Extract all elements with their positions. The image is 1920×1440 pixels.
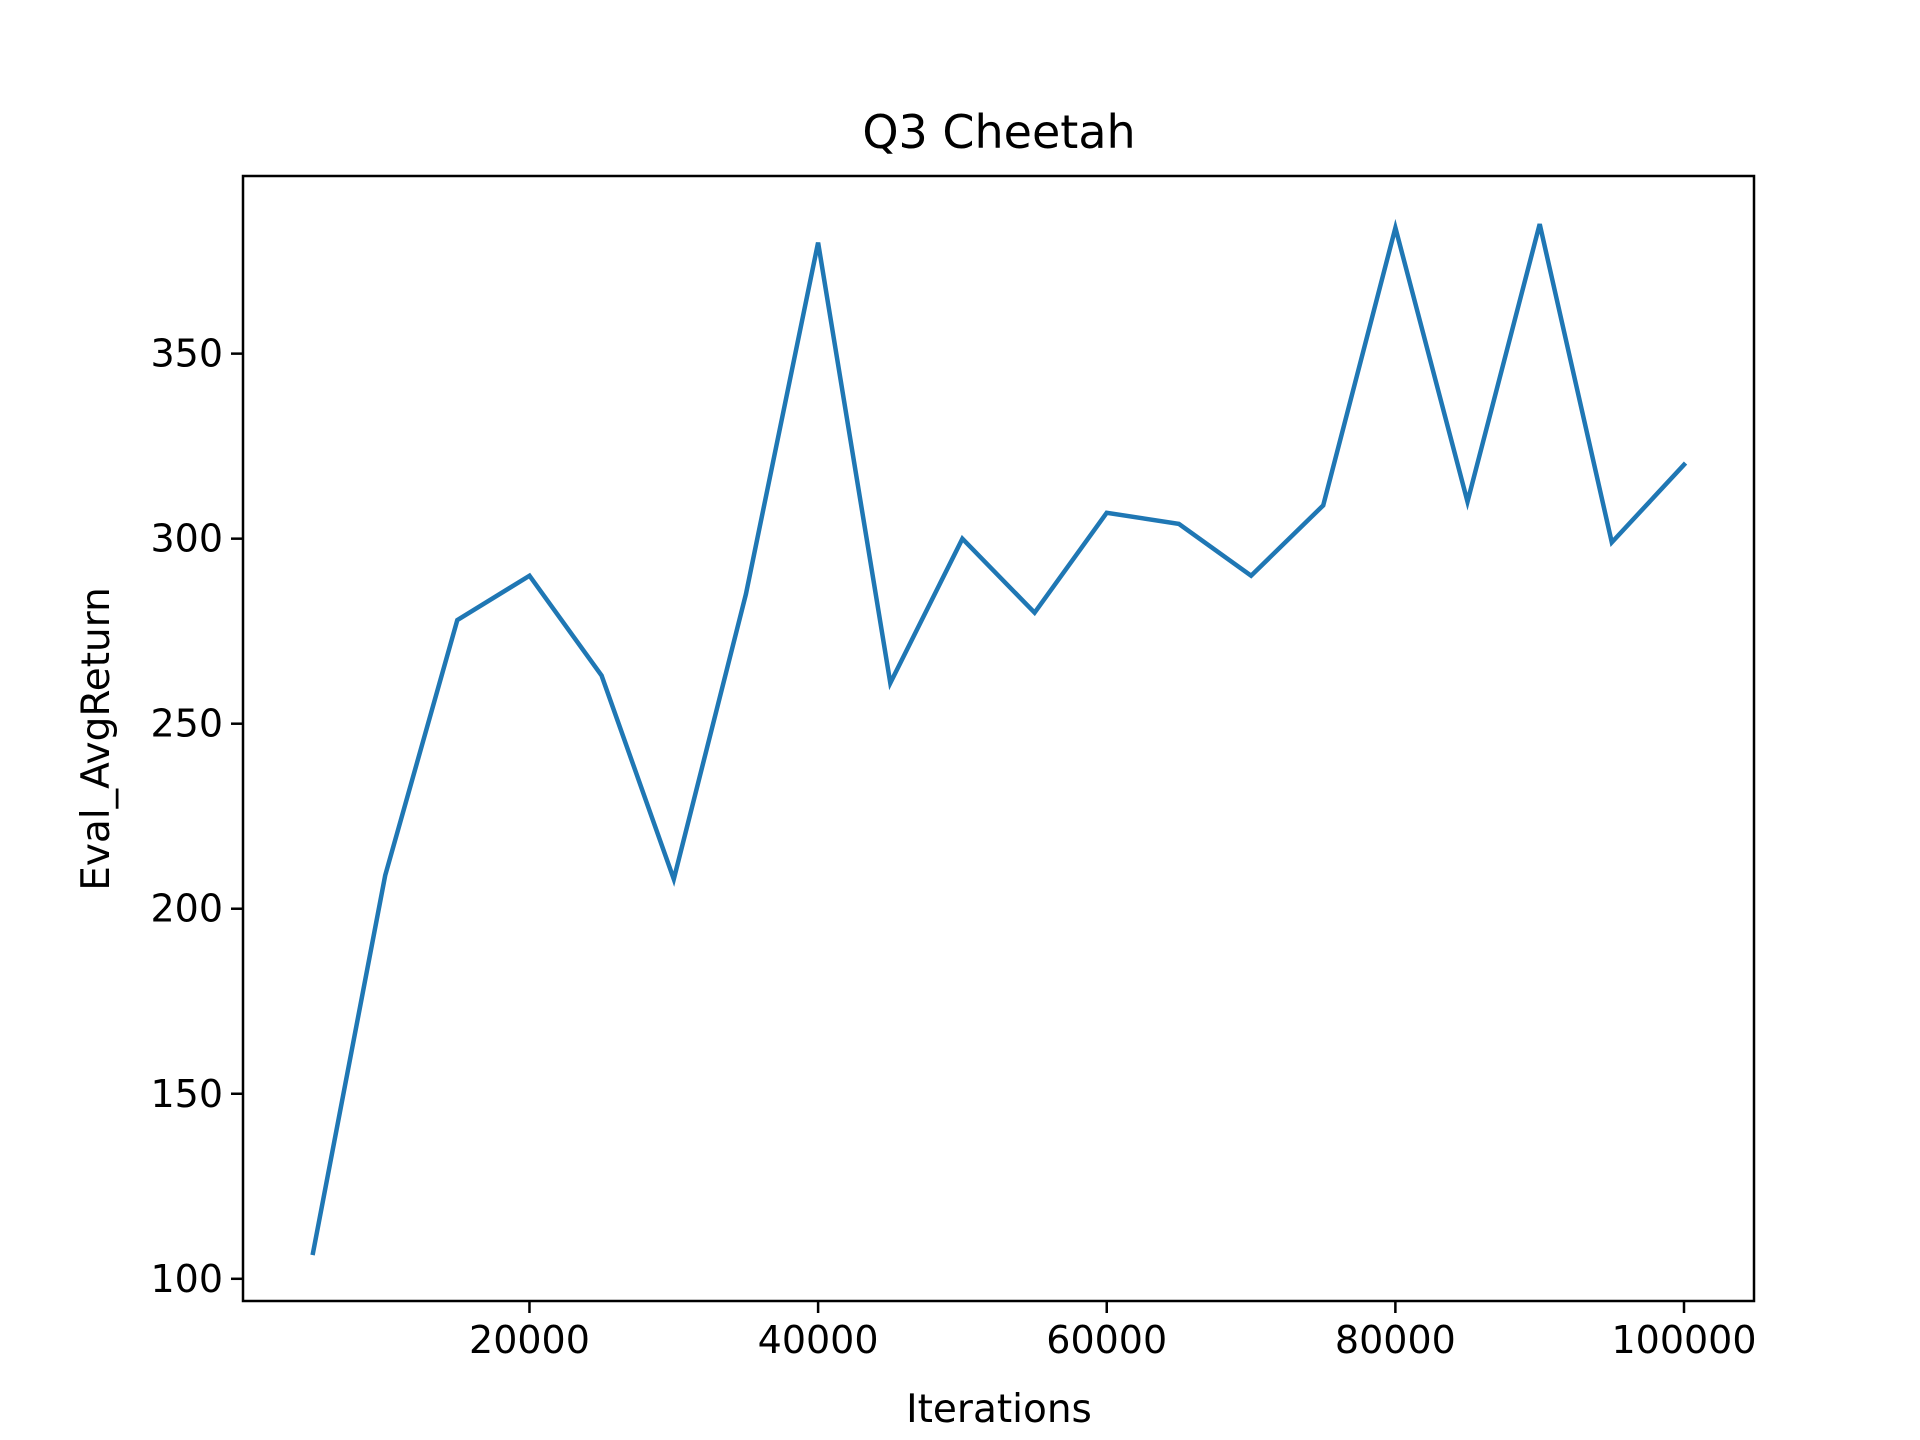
y-tick-label: 200: [150, 887, 223, 931]
y-tick-label: 100: [150, 1257, 223, 1301]
x-tick-label: 60000: [1046, 1318, 1167, 1362]
y-tick-label: 300: [150, 517, 223, 561]
y-tick-label: 250: [150, 702, 223, 746]
y-tick-label: 150: [150, 1072, 223, 1116]
x-tick-label: 20000: [469, 1318, 590, 1362]
series-layer: [310, 218, 1688, 1256]
x-tick-label: 100000: [1611, 1318, 1756, 1362]
chart-title: Q3 Cheetah: [862, 105, 1135, 159]
x-axis-label: Iterations: [906, 1387, 1092, 1432]
x-tick-label: 80000: [1335, 1318, 1456, 1362]
series-line: [310, 218, 1688, 1256]
y-axis-label: Eval_AvgReturn: [74, 587, 119, 891]
y-tick-label: 350: [150, 332, 223, 376]
tick-layer: 20000 40000 60000 80000 100000 100 150 200 250 30…: [150, 332, 1756, 1362]
x-tick-label: 40000: [758, 1318, 879, 1362]
plot-frame: [241, 174, 1756, 1303]
